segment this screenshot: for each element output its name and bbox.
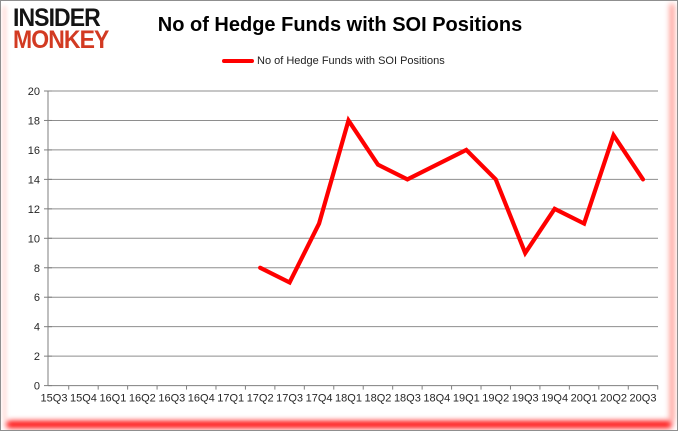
svg-text:17Q1: 17Q1 (217, 393, 244, 405)
logo-text-monkey: MONKEY (13, 26, 109, 54)
legend-line-marker (222, 59, 254, 63)
svg-text:17Q4: 17Q4 (306, 393, 333, 405)
svg-text:0: 0 (34, 381, 40, 393)
svg-text:6: 6 (34, 292, 40, 304)
svg-text:20Q3: 20Q3 (630, 393, 657, 405)
svg-text:19Q3: 19Q3 (512, 393, 539, 405)
svg-text:19Q4: 19Q4 (541, 393, 568, 405)
svg-text:18Q3: 18Q3 (394, 393, 421, 405)
svg-text:18Q2: 18Q2 (364, 393, 391, 405)
svg-text:12: 12 (28, 204, 40, 216)
svg-text:16Q4: 16Q4 (188, 393, 215, 405)
svg-text:20: 20 (28, 86, 40, 98)
chart-legend: No of Hedge Funds with SOI Positions (222, 55, 445, 67)
svg-text:16Q3: 16Q3 (158, 393, 185, 405)
svg-text:20Q2: 20Q2 (600, 393, 627, 405)
svg-text:18Q1: 18Q1 (335, 393, 362, 405)
svg-text:15Q3: 15Q3 (41, 393, 68, 405)
svg-text:19Q2: 19Q2 (482, 393, 509, 405)
svg-text:15Q4: 15Q4 (70, 393, 97, 405)
svg-text:8: 8 (34, 263, 40, 275)
insider-monkey-logo: INSIDER MONKEY (13, 4, 117, 54)
svg-text:2: 2 (34, 351, 40, 363)
svg-text:20Q1: 20Q1 (571, 393, 598, 405)
svg-text:14: 14 (28, 174, 40, 186)
chart-title: No of Hedge Funds with SOI Positions (157, 14, 523, 36)
svg-text:16Q1: 16Q1 (99, 393, 126, 405)
svg-text:17Q2: 17Q2 (247, 393, 274, 405)
svg-text:10: 10 (28, 233, 40, 245)
svg-text:17Q3: 17Q3 (276, 393, 303, 405)
svg-text:18: 18 (28, 115, 40, 127)
svg-text:4: 4 (34, 322, 40, 334)
svg-text:19Q1: 19Q1 (453, 393, 480, 405)
svg-text:16Q2: 16Q2 (129, 393, 156, 405)
svg-text:18Q4: 18Q4 (423, 393, 450, 405)
legend-label: No of Hedge Funds with SOI Positions (257, 55, 445, 67)
logo-text-insider: INSIDER (13, 4, 101, 32)
svg-text:16: 16 (28, 145, 40, 157)
